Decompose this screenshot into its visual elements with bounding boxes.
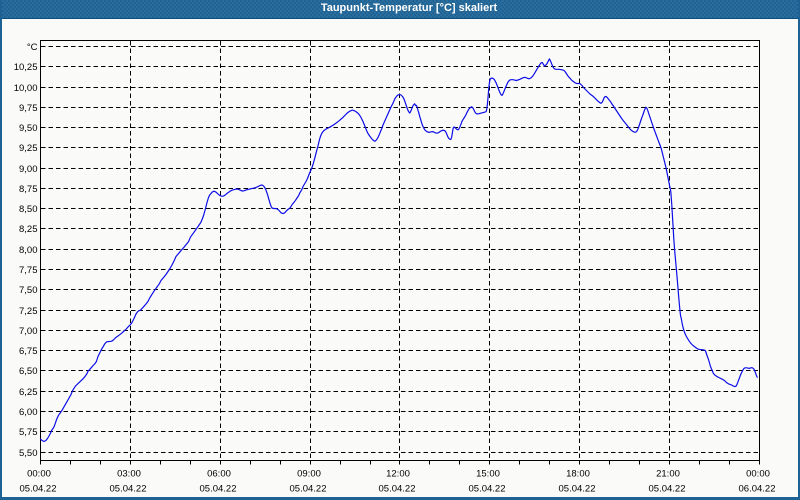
svg-text:21:00: 21:00 xyxy=(656,469,680,480)
svg-text:09:00: 09:00 xyxy=(297,469,321,480)
svg-text:05.04.22: 05.04.22 xyxy=(200,483,237,494)
svg-text:9,50: 9,50 xyxy=(19,123,38,134)
svg-text:°C: °C xyxy=(27,42,38,53)
svg-text:8,00: 8,00 xyxy=(19,245,38,256)
svg-text:10,00: 10,00 xyxy=(14,83,38,94)
svg-text:7,00: 7,00 xyxy=(19,326,38,337)
svg-text:9,00: 9,00 xyxy=(19,164,38,175)
svg-text:8,75: 8,75 xyxy=(19,184,38,195)
svg-text:18:00: 18:00 xyxy=(566,469,590,480)
svg-text:06:00: 06:00 xyxy=(207,469,231,480)
svg-text:00:00: 00:00 xyxy=(27,469,51,480)
svg-text:7,75: 7,75 xyxy=(19,265,38,276)
svg-text:05.04.22: 05.04.22 xyxy=(379,483,416,494)
svg-text:5,50: 5,50 xyxy=(19,448,38,459)
svg-text:06.04.22: 06.04.22 xyxy=(739,483,776,494)
svg-text:8,50: 8,50 xyxy=(19,204,38,215)
svg-text:7,50: 7,50 xyxy=(19,285,38,296)
svg-text:6,00: 6,00 xyxy=(19,407,38,418)
svg-text:5,75: 5,75 xyxy=(19,427,38,438)
svg-text:9,75: 9,75 xyxy=(19,103,38,114)
svg-text:03:00: 03:00 xyxy=(117,469,141,480)
svg-text:05.04.22: 05.04.22 xyxy=(559,483,596,494)
svg-text:9,25: 9,25 xyxy=(19,143,38,154)
svg-text:6,25: 6,25 xyxy=(19,387,38,398)
svg-text:05.04.22: 05.04.22 xyxy=(20,483,57,494)
svg-text:6,75: 6,75 xyxy=(19,346,38,357)
svg-text:05.04.22: 05.04.22 xyxy=(110,483,147,494)
svg-text:15:00: 15:00 xyxy=(476,469,500,480)
svg-text:7,25: 7,25 xyxy=(19,306,38,317)
svg-text:8,25: 8,25 xyxy=(19,224,38,235)
svg-text:10,25: 10,25 xyxy=(14,62,38,73)
svg-text:00:00: 00:00 xyxy=(746,469,770,480)
svg-text:05.04.22: 05.04.22 xyxy=(469,483,506,494)
svg-text:05.04.22: 05.04.22 xyxy=(649,483,686,494)
svg-text:6,50: 6,50 xyxy=(19,366,38,377)
svg-text:05.04.22: 05.04.22 xyxy=(290,483,327,494)
svg-text:12:00: 12:00 xyxy=(386,469,410,480)
